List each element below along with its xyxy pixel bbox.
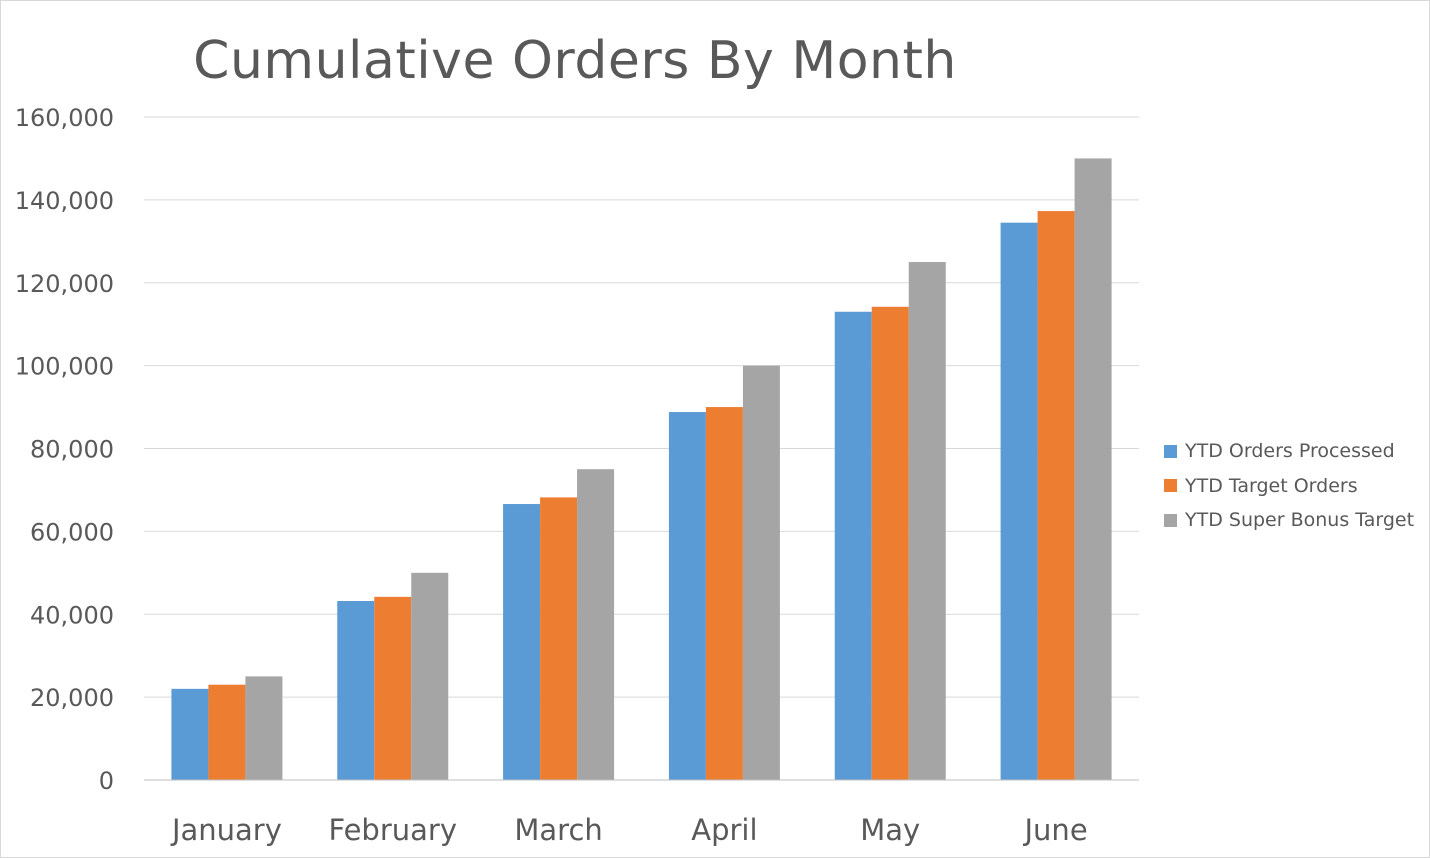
- x-tick-label: March: [514, 813, 602, 847]
- bar-3: [577, 469, 615, 780]
- x-tick-label: April: [691, 813, 757, 847]
- bar-1: [171, 688, 209, 780]
- y-tick-label: 20,000: [30, 684, 114, 712]
- legend: YTD Orders Processed YTD Target Orders YTD…: [1164, 434, 1414, 538]
- legend-label: YTD Super Bonus Target: [1185, 509, 1415, 532]
- bar-1: [503, 504, 541, 780]
- legend-item: YTD Orders Processed: [1164, 434, 1414, 469]
- legend-swatch: [1164, 479, 1177, 493]
- bar-3: [245, 676, 283, 780]
- legend-label: YTD Target Orders: [1185, 474, 1358, 497]
- x-tick-label: June: [1023, 813, 1088, 847]
- y-tick-label: 160,000: [15, 104, 114, 132]
- bar-3: [1074, 158, 1112, 780]
- y-tick-label: 0: [99, 767, 114, 795]
- bar-2: [871, 306, 909, 780]
- bar-3: [742, 365, 780, 780]
- y-tick-label: 120,000: [15, 270, 114, 298]
- bar-1: [337, 600, 375, 780]
- y-tick-label: 100,000: [15, 353, 114, 381]
- legend-item: YTD Super Bonus Target: [1164, 503, 1414, 538]
- x-tick-label: February: [328, 813, 457, 847]
- chart-title: Cumulative Orders By Month: [193, 31, 957, 91]
- bar-3: [908, 262, 946, 780]
- bar-1: [834, 311, 872, 780]
- bar-2: [208, 684, 246, 780]
- y-tick-label: 80,000: [30, 436, 114, 464]
- bar-2: [1037, 211, 1075, 781]
- y-tick-label: 60,000: [30, 518, 114, 546]
- bar-2: [705, 407, 743, 780]
- legend-swatch: [1164, 513, 1177, 527]
- bar-2: [540, 497, 578, 780]
- legend-item: YTD Target Orders: [1164, 469, 1414, 504]
- x-tick-label: May: [860, 813, 920, 847]
- bar-1: [1000, 222, 1038, 780]
- legend-label: YTD Orders Processed: [1185, 440, 1395, 463]
- y-tick-label: 140,000: [15, 187, 114, 215]
- bar-2: [374, 596, 412, 780]
- bar-1: [668, 412, 706, 780]
- legend-swatch: [1164, 444, 1177, 458]
- bar-3: [411, 572, 449, 780]
- y-tick-label: 40,000: [30, 601, 114, 629]
- x-tick-label: January: [170, 813, 282, 847]
